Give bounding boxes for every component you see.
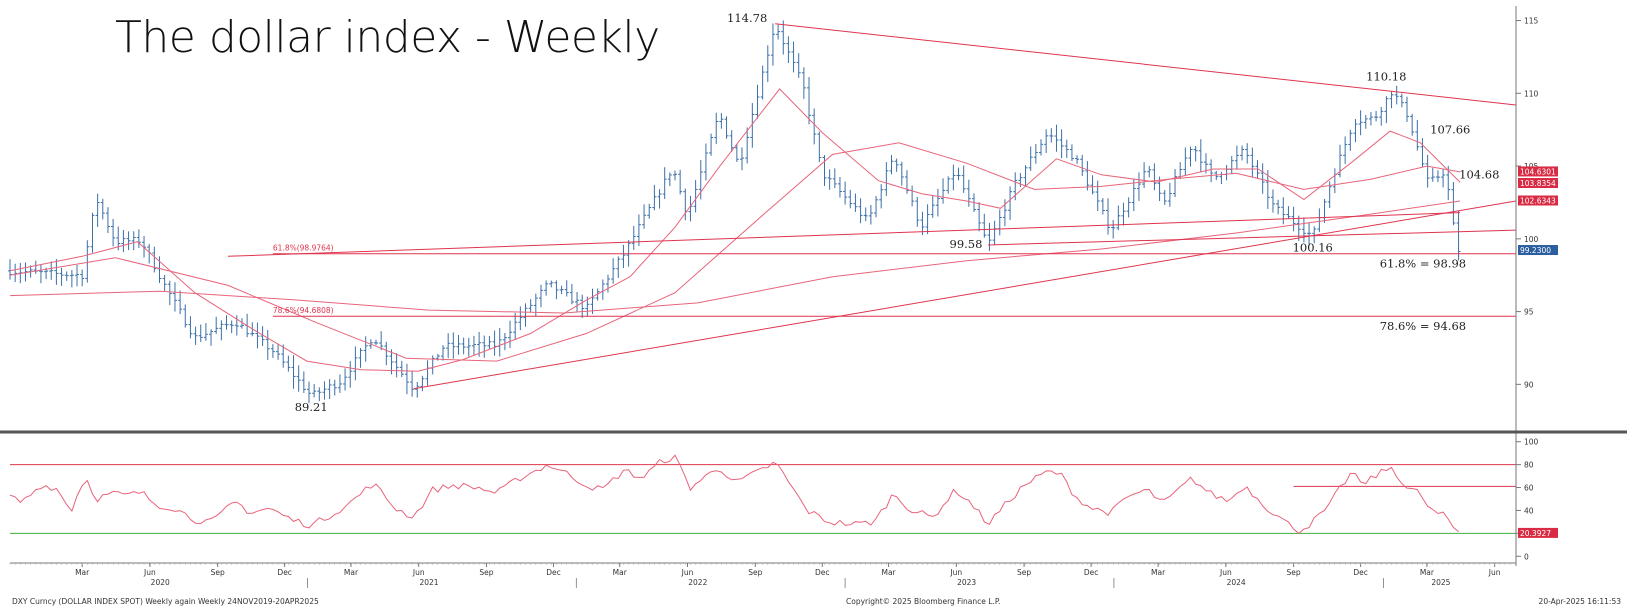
x-month-label: Dec xyxy=(1353,568,1368,577)
x-month-label: Mar xyxy=(1420,568,1435,577)
rsi-y-tick-label: 40 xyxy=(1524,506,1534,515)
x-month-label: Mar xyxy=(1151,568,1166,577)
x-year-label: 2022 xyxy=(688,578,707,587)
axis-value-tag xyxy=(1518,178,1558,189)
price-annotation: 100.16 xyxy=(1293,240,1333,254)
price-annotation: 110.18 xyxy=(1366,70,1406,84)
moving-average-line xyxy=(9,200,1461,314)
axis-value-tag xyxy=(1518,527,1558,538)
rsi-y-tick-label: 60 xyxy=(1524,484,1534,493)
rsi-y-tick-label: 80 xyxy=(1524,461,1534,470)
axis-value-tag xyxy=(1518,195,1558,206)
price-y-tick-label: 95 xyxy=(1524,308,1534,317)
axis-value-tag-label: 103.8354 xyxy=(1520,179,1556,188)
price-annotation: 89.21 xyxy=(295,400,328,414)
trendline xyxy=(413,200,1517,390)
price-y-tick-label: 115 xyxy=(1524,17,1539,26)
trendline xyxy=(775,23,1517,106)
footer-source: DXY Curncy (DOLLAR INDEX SPOT) Weekly ag… xyxy=(12,597,319,606)
x-year-label: 2021 xyxy=(419,578,438,587)
price-panel: 61.8%(98.9764) 78.6%(94.6808) 114.78 89.21 9… xyxy=(8,11,1517,414)
footer-timestamp: 20-Apr-2025 16:11:53 xyxy=(1538,597,1621,606)
axis-value-tag xyxy=(1518,245,1558,256)
rsi-panel xyxy=(9,454,1516,534)
moving-average-line xyxy=(9,142,1461,362)
x-year-label: 2025 xyxy=(1431,578,1450,587)
moving-average-line xyxy=(9,88,1461,372)
rsi-line xyxy=(9,454,1459,534)
fib-level-label: 61.8%(98.9764) xyxy=(273,244,334,253)
price-annotation: 107.66 xyxy=(1430,122,1470,136)
x-month-label: Sep xyxy=(1017,568,1031,577)
x-month-label: Mar xyxy=(613,568,628,577)
x-month-label: Sep xyxy=(748,568,762,577)
x-month-label: Jun xyxy=(1488,568,1501,577)
x-month-label: Jun xyxy=(143,568,156,577)
x-month-label: Jun xyxy=(949,568,962,577)
x-month-label: Jun xyxy=(412,568,425,577)
rsi-y-tick-label: 0 xyxy=(1524,552,1529,561)
price-y-tick-label: 110 xyxy=(1524,89,1539,98)
x-month-label: Mar xyxy=(344,568,359,577)
trendline xyxy=(227,212,1461,257)
x-month-label: Jun xyxy=(681,568,694,577)
axis-value-tag-label: 20.3927 xyxy=(1520,529,1551,538)
x-year-label: 2020 xyxy=(151,578,170,587)
price-annotation: 114.78 xyxy=(727,11,767,25)
axis-value-tag-label: 99.2300 xyxy=(1520,246,1551,255)
x-month-label: Dec xyxy=(277,568,292,577)
x-month-label: Mar xyxy=(881,568,896,577)
price-annotation: 104.68 xyxy=(1459,168,1499,182)
price-annotation: 78.6% = 94.68 xyxy=(1380,319,1466,333)
axis-value-tag-label: 102.6343 xyxy=(1520,196,1556,205)
price-y-tick-label: 100 xyxy=(1524,235,1539,244)
trendline xyxy=(987,229,1517,246)
fib-level-label: 78.6%(94.6808) xyxy=(273,306,334,315)
x-month-label: Sep xyxy=(211,568,225,577)
x-month-label: Sep xyxy=(479,568,493,577)
rsi-y-tick-label: 100 xyxy=(1524,438,1539,447)
x-month-label: Dec xyxy=(1084,568,1099,577)
axis-value-tag-label: 104.6301 xyxy=(1520,167,1556,176)
x-month-label: Dec xyxy=(815,568,830,577)
price-y-tick-label: 90 xyxy=(1524,380,1534,389)
axis-value-tag xyxy=(1518,166,1558,177)
x-month-label: Mar xyxy=(75,568,90,577)
price-annotation: 61.8% = 98.98 xyxy=(1380,257,1466,271)
x-year-label: 2024 xyxy=(1227,578,1246,587)
footer-copyright: Copyright© 2025 Bloomberg Finance L.P. xyxy=(846,597,1001,606)
x-month-label: Sep xyxy=(1287,568,1301,577)
chart-title: The dollar index - Weekly xyxy=(115,12,660,63)
axes: 9095100105110115020406080100MarJunSepDec… xyxy=(0,6,1627,588)
x-month-label: Dec xyxy=(546,568,561,577)
price-annotation: 99.58 xyxy=(950,237,983,251)
x-month-label: Jun xyxy=(1219,568,1232,577)
x-year-label: 2023 xyxy=(957,578,976,587)
